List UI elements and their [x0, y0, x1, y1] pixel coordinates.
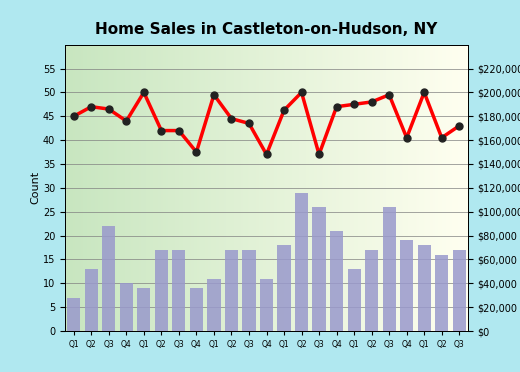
Bar — [137, 288, 150, 331]
Bar — [453, 250, 466, 331]
Title: Home Sales in Castleton-on-Hudson, NY: Home Sales in Castleton-on-Hudson, NY — [95, 22, 438, 36]
Bar — [102, 226, 115, 331]
Y-axis label: Count: Count — [30, 171, 40, 205]
Bar — [207, 279, 220, 331]
Bar — [120, 283, 133, 331]
Bar — [347, 269, 361, 331]
Bar — [295, 193, 308, 331]
Bar — [172, 250, 186, 331]
Bar — [278, 245, 291, 331]
Bar — [330, 231, 343, 331]
Bar — [190, 288, 203, 331]
Bar — [260, 279, 273, 331]
Bar — [67, 298, 80, 331]
Bar — [435, 255, 448, 331]
Bar — [418, 245, 431, 331]
Bar — [225, 250, 238, 331]
Bar — [85, 269, 98, 331]
Bar — [242, 250, 255, 331]
Bar — [155, 250, 168, 331]
Bar — [400, 240, 413, 331]
Bar — [313, 207, 326, 331]
Bar — [365, 250, 378, 331]
Bar — [383, 207, 396, 331]
